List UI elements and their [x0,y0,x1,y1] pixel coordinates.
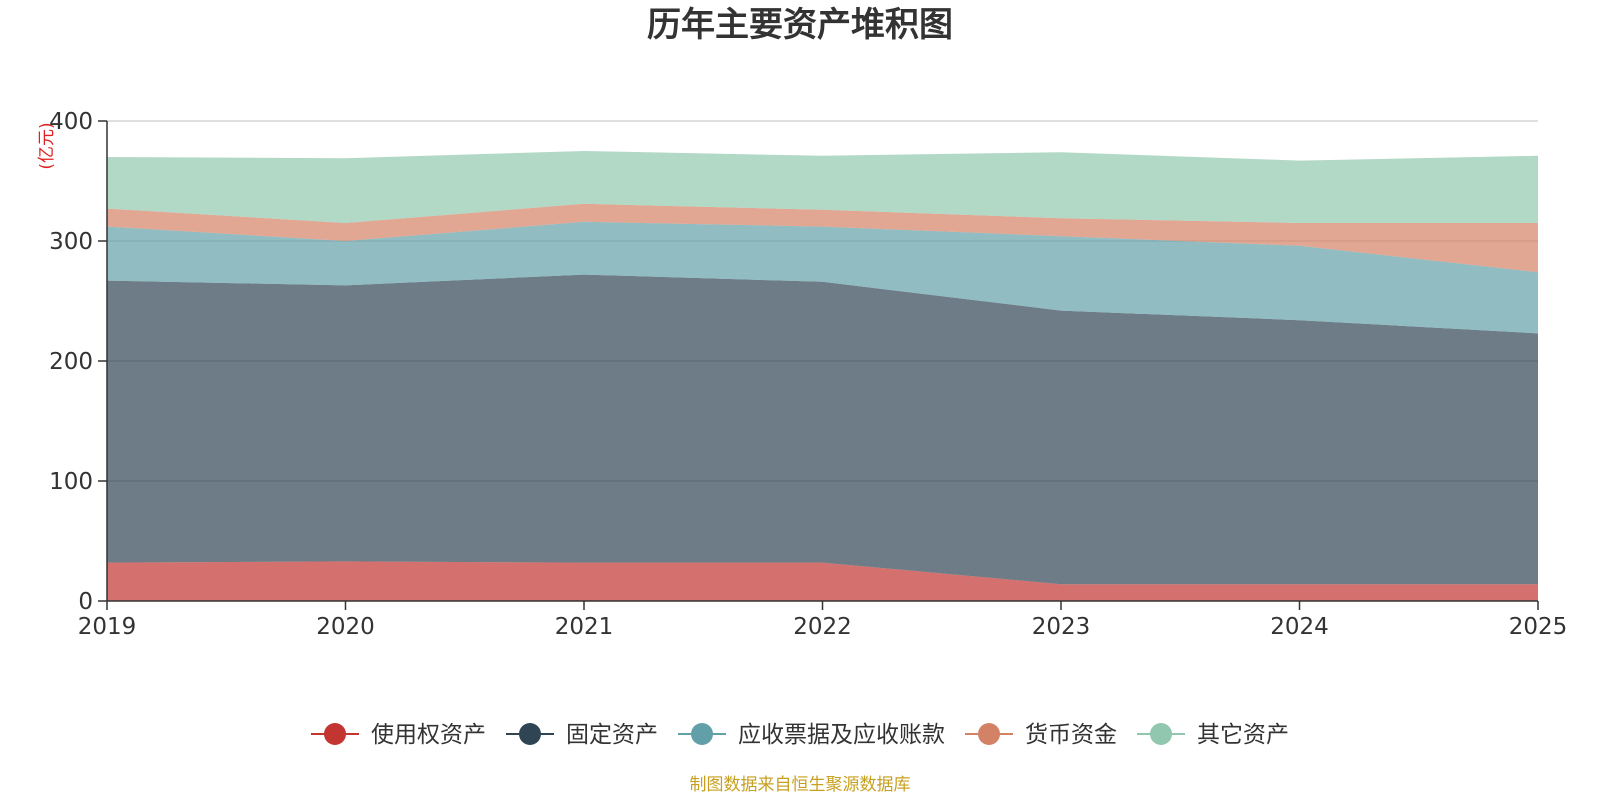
area-series-1 [107,561,1538,601]
legend-label: 货币资金 [1025,722,1117,748]
x-tick-label: 2019 [78,614,137,640]
legend-item-5[interactable]: 其它资产 [1137,722,1289,748]
area-series-5 [107,151,1538,223]
y-tick-label: 400 [49,109,93,135]
x-tick-label: 2020 [316,614,375,640]
legend-item-3[interactable]: 应收票据及应收账款 [678,722,945,748]
legend-label: 应收票据及应收账款 [738,722,945,748]
x-tick-label: 2022 [793,614,852,640]
legend-marker-dot [978,723,1000,745]
area-series-4 [107,203,1538,273]
legend-item-1[interactable]: 使用权资产 [311,722,486,748]
x-tick-label: 2023 [1032,614,1091,640]
legend-marker-dot [691,723,713,745]
legend-item-4[interactable]: 货币资金 [965,722,1117,748]
area-series-layer [107,151,1538,601]
legend-marker-dot [519,723,541,745]
chart-title: 历年主要资产堆积图 [647,5,953,45]
y-tick-label: 200 [49,349,93,375]
area-series-3 [107,221,1538,334]
legend-marker-dot [324,723,346,745]
legend-label: 使用权资产 [371,722,486,748]
legend-marker-dot [1150,723,1172,745]
y-tick-label: 300 [49,229,93,255]
axes: 0 100 200 300 400 2019 2020 2021 2022 2023 2024 202… [49,109,1567,640]
y-tick-label: 100 [49,469,93,495]
legend-label: 其它资产 [1197,722,1289,748]
y-tick-label: 0 [78,589,93,615]
x-tick-label: 2025 [1509,614,1568,640]
x-tick-label: 2024 [1270,614,1329,640]
legend-item-2[interactable]: 固定资产 [506,722,658,748]
y-axis-unit: (亿元) [37,122,57,169]
x-tick-label: 2021 [555,614,614,640]
area-series-2 [107,274,1538,585]
legend[interactable]: 使用权资产 固定资产 应收票据及应收账款 货币资金 其它资产 [311,722,1289,748]
data-source-note: 制图数据来自恒生聚源数据库 [690,775,911,795]
legend-label: 固定资产 [566,722,658,748]
